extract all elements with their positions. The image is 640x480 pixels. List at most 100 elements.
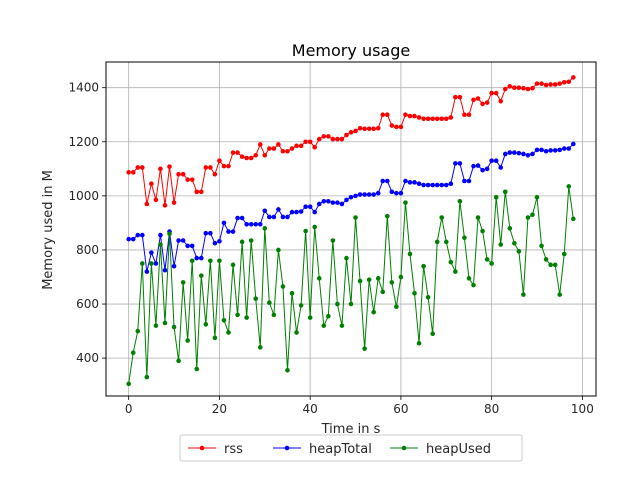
data-point-heapUsed — [226, 330, 231, 335]
data-point-rss — [371, 126, 376, 132]
series-heapUsed — [126, 184, 576, 387]
data-point-heapTotal — [339, 201, 345, 207]
data-point-rss — [339, 136, 345, 142]
legend-label-heapTotal: heapTotal — [309, 442, 372, 457]
data-point-heapTotal — [552, 148, 558, 153]
data-point-heapTotal — [298, 209, 304, 214]
data-point-heapTotal — [294, 209, 299, 215]
data-point-rss — [353, 128, 358, 134]
data-point-heapUsed — [167, 231, 172, 237]
data-point-heapUsed — [348, 301, 354, 307]
data-point-rss — [466, 112, 472, 118]
data-point-heapUsed — [416, 340, 422, 346]
data-point-heapUsed — [149, 261, 154, 266]
legend-label-rss: rss — [224, 442, 243, 457]
data-point-heapUsed — [321, 323, 327, 328]
x-tick-label: 40 — [303, 402, 318, 416]
data-point-heapUsed — [362, 346, 367, 351]
data-point-heapUsed — [557, 292, 563, 297]
data-point-heapUsed — [502, 189, 508, 195]
data-point-heapUsed — [507, 226, 513, 231]
data-point-heapUsed — [330, 238, 336, 243]
data-point-rss — [389, 123, 395, 128]
grid-lines — [106, 62, 596, 396]
data-point-heapUsed — [235, 312, 240, 318]
data-point-rss — [453, 94, 458, 100]
data-point-heapTotal — [561, 146, 567, 151]
data-point-rss — [171, 200, 177, 205]
data-point-heapTotal — [208, 230, 213, 236]
legend-marker-rss — [199, 445, 205, 451]
data-point-rss — [253, 153, 259, 158]
data-point-rss — [217, 158, 222, 164]
data-point-rss — [185, 177, 190, 182]
data-point-heapTotal — [366, 192, 372, 197]
data-point-heapUsed — [480, 228, 485, 234]
data-point-heapUsed — [439, 215, 445, 220]
data-point-rss — [448, 115, 454, 120]
data-point-rss — [276, 142, 281, 147]
data-point-heapUsed — [357, 278, 363, 284]
data-point-heapTotal — [439, 182, 445, 188]
data-point-heapTotal — [498, 165, 504, 170]
data-point-rss — [221, 163, 227, 169]
data-point-heapTotal — [126, 236, 131, 242]
data-point-rss — [548, 82, 553, 87]
data-point-rss — [398, 124, 404, 130]
data-point-heapUsed — [294, 330, 299, 335]
data-point-heapTotal — [502, 151, 508, 157]
data-point-heapUsed — [203, 322, 209, 327]
data-point-heapUsed — [484, 257, 490, 262]
data-point-heapTotal — [548, 148, 553, 153]
data-point-rss — [312, 144, 318, 150]
data-point-heapUsed — [126, 381, 131, 387]
data-point-heapTotal — [525, 153, 531, 158]
data-point-heapUsed — [394, 304, 399, 310]
data-point-rss — [139, 165, 145, 170]
data-point-rss — [326, 134, 331, 139]
y-tick-label: 1000 — [68, 189, 99, 203]
legend: rss heapTotal heapUsed — [179, 434, 523, 462]
data-point-rss — [248, 155, 254, 161]
data-point-heapUsed — [539, 243, 544, 249]
data-point-rss — [298, 143, 304, 149]
data-point-heapUsed — [380, 289, 386, 295]
data-point-heapTotal — [457, 161, 463, 166]
data-point-heapTotal — [362, 192, 367, 197]
data-point-rss — [330, 136, 336, 142]
data-point-rss — [130, 170, 136, 175]
data-point-rss — [321, 134, 327, 139]
series-layer — [126, 75, 576, 387]
x-tick-label: 20 — [212, 402, 227, 416]
data-point-rss — [162, 203, 168, 208]
data-point-rss — [257, 142, 263, 147]
data-point-heapTotal — [144, 269, 150, 274]
data-point-heapUsed — [144, 374, 150, 380]
data-point-heapTotal — [394, 190, 399, 196]
data-point-heapTotal — [162, 267, 168, 273]
data-point-heapTotal — [521, 151, 526, 157]
data-point-heapTotal — [466, 178, 472, 184]
data-point-heapUsed — [262, 226, 268, 231]
x-tick-label: 0 — [125, 402, 133, 416]
data-point-heapTotal — [221, 220, 227, 226]
data-point-rss — [512, 85, 517, 90]
data-point-heapUsed — [162, 320, 168, 326]
data-point-heapUsed — [548, 262, 553, 268]
data-point-rss — [425, 116, 431, 122]
data-point-heapUsed — [516, 249, 522, 254]
data-point-rss — [416, 115, 422, 120]
data-point-rss — [384, 112, 390, 118]
data-point-heapTotal — [321, 198, 327, 204]
data-point-heapTotal — [557, 147, 563, 153]
data-point-heapTotal — [448, 181, 454, 187]
data-point-rss — [475, 96, 481, 101]
data-point-heapUsed — [257, 345, 263, 350]
data-point-heapTotal — [185, 243, 190, 249]
data-point-rss — [357, 125, 363, 131]
data-point-heapTotal — [507, 150, 513, 155]
data-point-heapTotal — [348, 194, 354, 200]
data-point-heapUsed — [375, 276, 381, 281]
data-point-heapTotal — [357, 192, 363, 197]
data-point-heapTotal — [571, 141, 576, 147]
